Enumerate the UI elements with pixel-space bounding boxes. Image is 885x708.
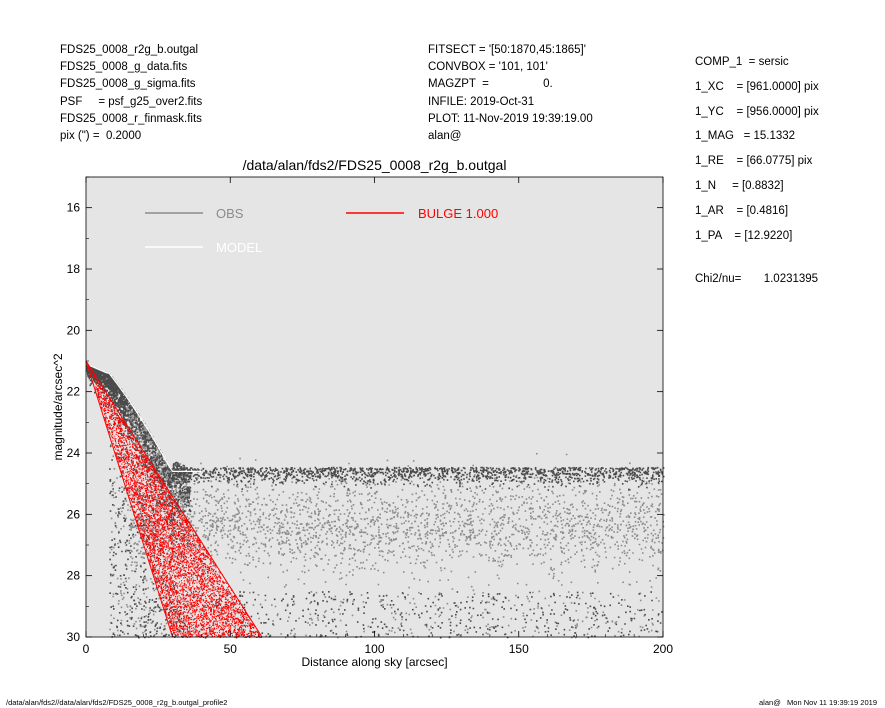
y-tick-label: 24 bbox=[67, 446, 81, 460]
y-tick-label: 26 bbox=[67, 507, 81, 521]
header-left-line: PSF = psf_g25_over2.fits bbox=[60, 95, 203, 108]
header-right-line: 1_RE = [66.0775] pix bbox=[695, 155, 813, 168]
bulge-edge-outer bbox=[85, 360, 263, 638]
axis-ticks: 0 50 100 150 200 16 18 20 22 24 26 28 30 bbox=[67, 176, 673, 656]
obs-points bbox=[85, 363, 665, 639]
chi2-value: Chi2/nu= 1.0231395 bbox=[695, 273, 819, 285]
header-left-line: FDS25_0008_g_sigma.fits bbox=[60, 78, 196, 91]
header-left-block: FDS25_0008_r2g_b.outgal FDS25_0008_g_data… bbox=[60, 42, 202, 145]
y-tick-label: 18 bbox=[67, 262, 81, 276]
header-right-line: 1_MAG = 15.1332 bbox=[695, 130, 796, 143]
header-mid-line: MAGZPT = 0. bbox=[428, 78, 553, 91]
y-axis-label: magnitude/arcsec^2 bbox=[51, 353, 65, 460]
bulge-points bbox=[85, 360, 263, 638]
y-tick-label: 16 bbox=[67, 201, 81, 215]
header-right-line: 1_YC = [956.0000] pix bbox=[695, 105, 819, 118]
header-mid-line: INFILE: 2019-Oct-31 bbox=[428, 95, 535, 108]
header-mid-block: FITSECT = '[50:1870,45:1865]' CONVBOX = '… bbox=[428, 42, 593, 145]
header-right-line: 1_AR = [0.4816] bbox=[695, 204, 789, 217]
header-right-block: COMP_1 = sersic 1_XC = [961.0000] pix 1_YC… bbox=[695, 50, 819, 248]
bulge-edge-inner bbox=[85, 360, 174, 638]
header-mid-line: PLOT: 11-Nov-2019 19:39:19.00 bbox=[428, 112, 593, 125]
header-left-line: pix (") = 0.2000 bbox=[60, 129, 142, 142]
plot-title: /data/alan/fds2/FDS25_0008_r2g_b.outgal bbox=[242, 157, 507, 173]
legend-label: OBS bbox=[216, 206, 244, 221]
footer-user-date: alan@ Mon Nov 11 19:39:19 2019 bbox=[759, 698, 877, 707]
legend-label: MODEL bbox=[216, 240, 262, 255]
header-right-line: 1_XC = [961.0000] pix bbox=[695, 80, 819, 93]
header-mid-line: CONVBOX = '101, 101' bbox=[428, 61, 548, 74]
y-tick-label: 30 bbox=[67, 630, 81, 644]
model-curve bbox=[85, 363, 202, 472]
footer-path: /data/alan/fds2//data/alan/fds2/FDS25_00… bbox=[6, 698, 228, 707]
header-left-line: FDS25_0008_r2g_b.outgal bbox=[60, 44, 199, 56]
plot-area bbox=[86, 177, 663, 637]
x-tick-label: 0 bbox=[83, 642, 90, 656]
legend: OBS MODEL BULGE 1.000 bbox=[145, 206, 498, 255]
header-right-line: 1_N = [0.8832] bbox=[695, 179, 784, 192]
x-tick-label: 200 bbox=[653, 642, 673, 656]
header-mid-line: alan@ bbox=[428, 129, 462, 142]
legend-label: BULGE 1.000 bbox=[418, 206, 498, 221]
header-mid-line: FITSECT = '[50:1870,45:1865]' bbox=[428, 44, 586, 56]
x-axis-label: Distance along sky [arcsec] bbox=[301, 655, 447, 669]
y-tick-label: 28 bbox=[67, 569, 81, 583]
y-tick-label: 20 bbox=[67, 323, 81, 337]
y-tick-label: 22 bbox=[67, 385, 81, 399]
header-left-line: FDS25_0008_g_data.fits bbox=[60, 61, 188, 74]
header-left-line: FDS25_0008_r_finmask.fits bbox=[60, 112, 202, 125]
x-tick-label: 100 bbox=[364, 642, 384, 656]
header-right-line: 1_PA = [12.9220] bbox=[695, 229, 793, 242]
x-tick-label: 50 bbox=[224, 642, 238, 656]
header-right-line: COMP_1 = sersic bbox=[695, 56, 789, 68]
obs-points-light bbox=[109, 397, 665, 639]
x-tick-label: 150 bbox=[509, 642, 529, 656]
